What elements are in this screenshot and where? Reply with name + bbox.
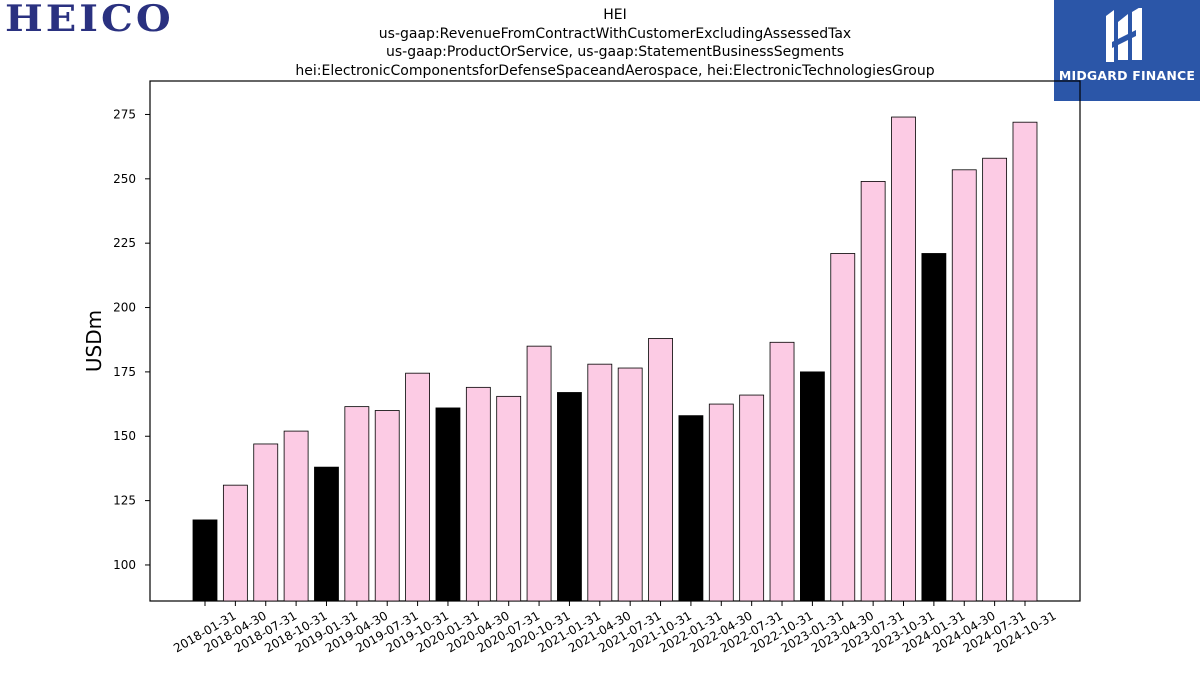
bar-2018-07-31 — [253, 443, 279, 602]
bar-2020-10-31 — [526, 345, 552, 602]
bar-2021-01-31 — [557, 392, 582, 602]
bar-2019-10-31 — [405, 372, 430, 602]
y-axis: 100 125 150 175 200 225 250 275 — [113, 107, 150, 572]
chart-title-line: us-gaap:ProductOrService, us-gaap:Statem… — [385, 44, 844, 60]
midgard-brand-text: MIDGARD FINANCE — [1058, 68, 1196, 83]
chart-title-line: hei:ElectronicComponentsforDefenseSpacea… — [295, 62, 935, 79]
midgard-finance-logo: MIDGARD FINANCE — [1054, 0, 1200, 101]
chart-title-line: us-gaap:RevenueFromContractWithCustomerE… — [378, 25, 852, 42]
bar-2018-04-30 — [222, 484, 248, 602]
heico-logo: HEICO — [5, 0, 174, 40]
y-tick-label: 125 — [113, 494, 136, 508]
y-tick-label: 150 — [113, 429, 136, 443]
bar-2023-01-31 — [800, 371, 825, 602]
chart-title: HEI us-gaap:RevenueFromContractWithCusto… — [150, 6, 1080, 80]
chart-title-line: HEI — [603, 7, 627, 23]
bar-2022-04-30 — [708, 403, 734, 602]
bar-2022-10-31 — [769, 341, 795, 602]
bar-2024-07-31 — [982, 157, 1008, 602]
bar-2024-10-31 — [1012, 121, 1038, 602]
bar-2022-01-31 — [678, 415, 704, 602]
plot-area-frame — [149, 80, 1081, 602]
bar-2023-07-31 — [860, 180, 886, 602]
bar-2018-01-31 — [192, 519, 218, 602]
bar-2020-01-31 — [435, 407, 461, 602]
y-tick-label: 200 — [113, 301, 136, 315]
bar-2019-01-31 — [314, 466, 339, 602]
y-axis-label: USDm — [82, 310, 106, 372]
bar-2021-10-31 — [648, 338, 673, 602]
bars-group — [192, 116, 1038, 602]
bar-2024-04-30 — [951, 169, 977, 602]
bar-2020-04-30 — [465, 386, 491, 602]
y-tick-label: 175 — [113, 365, 136, 379]
bar-2018-10-31 — [283, 430, 309, 602]
bar-2023-10-31 — [891, 116, 916, 602]
bar-2019-07-31 — [374, 410, 400, 602]
y-tick-label: 275 — [113, 107, 136, 121]
x-axis: 2018-01-312018-04-302018-07-312018-10-31… — [171, 601, 1058, 655]
bar-2019-04-30 — [344, 406, 370, 602]
bar-2021-07-31 — [617, 367, 643, 602]
bar-2021-04-30 — [587, 363, 613, 602]
bar-2023-04-30 — [830, 253, 856, 602]
y-tick-label: 250 — [113, 172, 136, 186]
bar-2022-07-31 — [739, 394, 765, 602]
bar-2024-01-31 — [921, 253, 947, 602]
bar-2020-07-31 — [496, 395, 522, 602]
y-tick-label: 225 — [113, 236, 136, 250]
midgard-mark-icon — [1106, 8, 1142, 62]
y-tick-label: 100 — [113, 558, 136, 572]
